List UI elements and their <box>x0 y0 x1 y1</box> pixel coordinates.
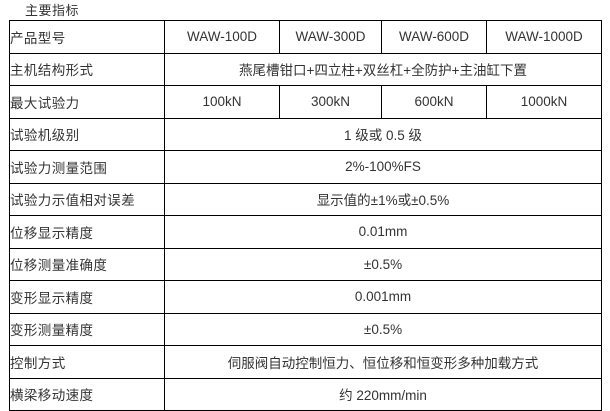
row-value-cell: 300kN <box>279 85 382 119</box>
row-value-merged: 1 级或 0.5 级 <box>164 117 602 151</box>
table-row: 试验力测量范围 2%-100%FS <box>9 150 602 184</box>
row-label-model: 产品型号 <box>9 20 165 54</box>
row-label: 主机结构形式 <box>9 52 165 86</box>
row-value-merged: 伺服阀自动控制恒力、恒位移和恒变形多种加载方式 <box>164 345 602 379</box>
table-row: 位移测量准确度 ±0.5% <box>9 247 602 281</box>
row-value-merged: 0.01mm <box>164 215 602 249</box>
table-row-model-header: 产品型号 WAW-100D WAW-300D WAW-600D WAW-1000… <box>9 20 602 54</box>
row-label: 变形显示精度 <box>9 280 165 314</box>
table-row: 控制方式 伺服阀自动控制恒力、恒位移和恒变形多种加载方式 <box>9 345 602 379</box>
row-value-merged: 2%-100%FS <box>164 150 602 184</box>
model-cell-0: WAW-100D <box>164 20 280 54</box>
table-row: 最大试验力 100kN 300kN 600kN 1000kN <box>9 85 602 119</box>
row-label: 位移显示精度 <box>9 215 165 249</box>
row-label: 试验力示值相对误差 <box>9 182 165 216</box>
table-row: 试验机级别 1 级或 0.5 级 <box>9 117 602 151</box>
row-value-merged: 显示值的±1%或±0.5% <box>164 182 602 216</box>
model-cell-3: WAW-1000D <box>486 20 602 54</box>
table-row: 变形测量精度 ±0.5% <box>9 312 602 346</box>
table-row: 试验力示值相对误差 显示值的±1%或±0.5% <box>9 182 602 216</box>
row-value-merged: 约 220mm/min <box>164 377 602 411</box>
model-cell-1: WAW-300D <box>279 20 382 54</box>
table-row: 位移显示精度 0.01mm <box>9 215 602 249</box>
specifications-table: 产品型号 WAW-100D WAW-300D WAW-600D WAW-1000… <box>9 20 602 411</box>
row-label: 控制方式 <box>9 345 165 379</box>
table-row: 横梁移动速度 约 220mm/min <box>9 377 602 411</box>
row-label: 试验机级别 <box>9 117 165 151</box>
row-label: 横梁移动速度 <box>9 377 165 411</box>
row-value-merged: ±0.5% <box>164 247 602 281</box>
row-value-cell: 1000kN <box>486 85 602 119</box>
row-value-merged: 燕尾槽钳口+四立柱+双丝杠+全防护+主油缸下置 <box>164 52 602 86</box>
row-value-merged: ±0.5% <box>164 312 602 346</box>
row-value-merged: 0.001mm <box>164 280 602 314</box>
model-cell-2: WAW-600D <box>381 20 487 54</box>
row-label: 试验力测量范围 <box>9 150 165 184</box>
row-label: 位移测量准确度 <box>9 247 165 281</box>
row-label: 最大试验力 <box>9 85 165 119</box>
row-value-cell: 100kN <box>164 85 280 119</box>
row-value-cell: 600kN <box>381 85 487 119</box>
row-label: 变形测量精度 <box>9 312 165 346</box>
table-row: 变形显示精度 0.001mm <box>9 280 602 314</box>
table-row: 主机结构形式 燕尾槽钳口+四立柱+双丝杠+全防护+主油缸下置 <box>9 52 602 86</box>
table-body: 产品型号 WAW-100D WAW-300D WAW-600D WAW-1000… <box>9 20 602 411</box>
page-title: 主要指标 <box>25 3 80 18</box>
